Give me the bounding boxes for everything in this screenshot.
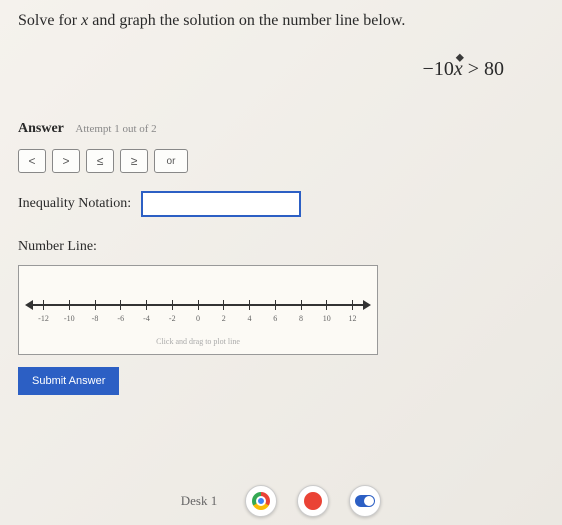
question-suffix: and graph the solution on the number lin…: [88, 12, 405, 29]
tick: 10: [326, 300, 327, 323]
tick-mark: [69, 300, 70, 310]
answer-header: Answer Attempt 1 out of 2: [18, 121, 544, 137]
desk-label: Desk 1: [181, 493, 217, 509]
number-line-canvas[interactable]: -12 -10 -8 -6 -4 -2 0 2 4 6 8 10 12 Click and drag t…: [18, 265, 378, 355]
question-prefix: Solve for: [18, 12, 81, 29]
tick-mark: [223, 300, 224, 310]
lt-button[interactable]: <: [18, 149, 46, 173]
tick-mark: [249, 300, 250, 310]
chrome-icon[interactable]: [245, 485, 277, 517]
tick-label: -12: [38, 314, 49, 323]
tick-mark: [198, 300, 199, 310]
tick-mark: [301, 300, 302, 310]
tick-mark: [120, 300, 121, 310]
number-line-label: Number Line:: [18, 239, 544, 255]
tick: -8: [95, 300, 96, 323]
question-text: Solve for x and graph the solution on th…: [18, 12, 544, 30]
inequality-rhs: 80: [484, 58, 504, 80]
tick: 4: [249, 300, 250, 323]
tick-mark: [95, 300, 96, 310]
inequality-operator: >: [468, 58, 479, 80]
tick-label: 6: [273, 314, 277, 323]
tick: 0: [198, 300, 199, 323]
number-line-ticks: -12 -10 -8 -6 -4 -2 0 2 4 6 8 10 12: [43, 300, 353, 323]
number-line-hint: Click and drag to plot line: [19, 337, 377, 346]
taskbar: Desk 1: [0, 485, 562, 517]
palette-icon[interactable]: [297, 485, 329, 517]
tick-mark: [326, 300, 327, 310]
tick-mark: [275, 300, 276, 310]
tick-label: 8: [299, 314, 303, 323]
tick-label: -10: [64, 314, 75, 323]
inequality-coeff: −10: [423, 58, 454, 80]
tick: -4: [146, 300, 147, 323]
ge-button[interactable]: ≥: [120, 149, 148, 173]
submit-button[interactable]: Submit Answer: [18, 367, 119, 395]
tick-mark: [352, 300, 353, 310]
tick: -12: [43, 300, 44, 323]
tick-mark: [43, 300, 44, 310]
tick-label: -6: [117, 314, 124, 323]
tick: 6: [275, 300, 276, 323]
tick-label: 4: [248, 314, 252, 323]
answer-label: Answer: [18, 121, 64, 136]
tick-label: 2: [222, 314, 226, 323]
pointer-icon: ⬥: [456, 50, 464, 65]
tick: 12: [352, 300, 353, 323]
tick-label: -2: [169, 314, 176, 323]
notation-input[interactable]: [141, 191, 301, 217]
gt-button[interactable]: >: [52, 149, 80, 173]
tick-label: 12: [349, 314, 357, 323]
tick-label: -8: [92, 314, 99, 323]
tick: 8: [301, 300, 302, 323]
tick-label: 0: [196, 314, 200, 323]
tick: -6: [120, 300, 121, 323]
attempt-counter: Attempt 1 out of 2: [75, 123, 156, 135]
tick-label: 10: [323, 314, 331, 323]
notation-row: Inequality Notation:: [18, 191, 544, 217]
tick: -2: [172, 300, 173, 323]
or-button[interactable]: or: [154, 149, 188, 173]
tick-label: -4: [143, 314, 150, 323]
tick-mark: [146, 300, 147, 310]
tick: 2: [223, 300, 224, 323]
le-button[interactable]: ≤: [86, 149, 114, 173]
notation-label: Inequality Notation:: [18, 196, 131, 212]
tick: -10: [69, 300, 70, 323]
inequality-expression: −10x > 80: [18, 58, 504, 81]
tick-mark: [172, 300, 173, 310]
toggle-icon[interactable]: [349, 485, 381, 517]
symbol-toolbar: < > ≤ ≥ or: [18, 149, 544, 173]
